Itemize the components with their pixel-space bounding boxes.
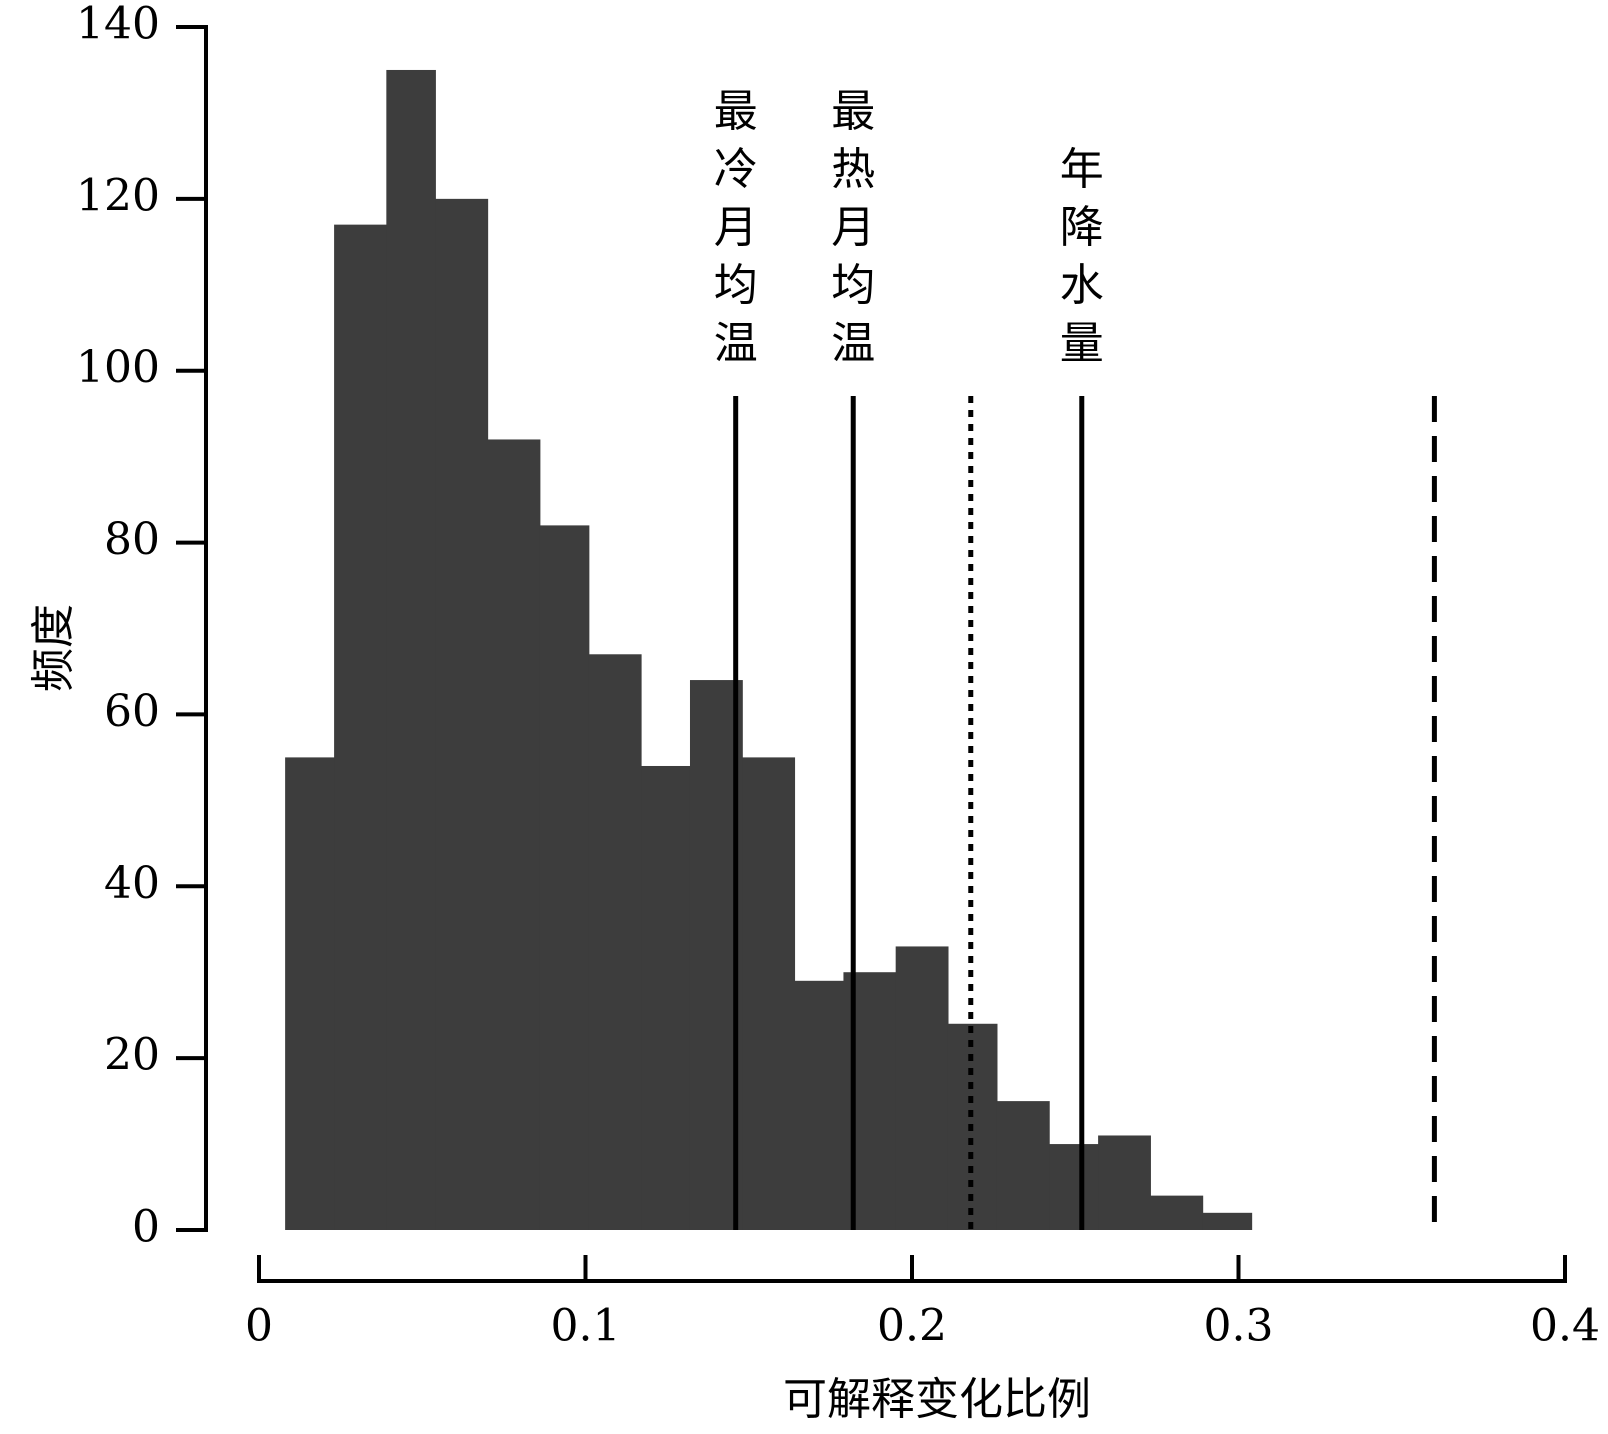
histogram-bar-16 [1049, 1144, 1099, 1230]
x-tick-label: 0.2 [877, 1301, 947, 1352]
histogram-bar-15 [996, 1101, 1050, 1230]
histogram-bar-18 [1150, 1195, 1204, 1230]
histogram-bar-1 [285, 757, 335, 1230]
y-tick-label: 60 [104, 686, 160, 737]
histogram-bar-13 [895, 946, 949, 1230]
histogram-bar-5 [487, 439, 541, 1230]
y-tick-label: 120 [76, 170, 160, 221]
axes: 0 20 40 60 80 100 120 140 0 0.1 0.2 0.3 0.4 [76, 0, 1600, 1352]
histogram-bars [285, 69, 1253, 1231]
y-tick-label: 0 [132, 1202, 160, 1253]
histogram-bar-3 [386, 69, 436, 1231]
y-tick-label: 20 [104, 1030, 160, 1081]
histogram-bar-10 [742, 757, 796, 1230]
histogram-bar-11 [794, 980, 845, 1230]
x-axis-title: 可解释变化比例 [783, 1374, 1091, 1425]
histogram-bar-19 [1202, 1212, 1253, 1230]
x-tick-label: 0 [245, 1301, 273, 1352]
reference-line-label-2: 最热月均温 [831, 86, 875, 369]
reference-lines: 最冷月均温 最热月均温 年降水量 [714, 86, 1437, 1230]
histogram-bar-8 [641, 765, 691, 1230]
histogram-bar-2 [334, 224, 387, 1230]
y-tick-label: 40 [104, 858, 160, 909]
histogram-bar-17 [1098, 1135, 1151, 1230]
x-tick-label: 0.1 [551, 1301, 621, 1352]
y-tick-label: 140 [76, 0, 160, 50]
y-axis-title: 频度 [28, 604, 79, 692]
y-tick-label: 100 [76, 342, 160, 393]
x-tick-label: 0.4 [1530, 1301, 1600, 1352]
reference-line-label-4: 年降水量 [1060, 144, 1104, 369]
histogram-bar-6 [539, 525, 590, 1230]
reference-line-label-1: 最冷月均温 [714, 86, 758, 369]
histogram-bar-7 [588, 654, 642, 1230]
x-tick-label: 0.3 [1204, 1301, 1274, 1352]
y-tick-label: 80 [104, 514, 160, 565]
histogram-bar-4 [435, 198, 489, 1230]
